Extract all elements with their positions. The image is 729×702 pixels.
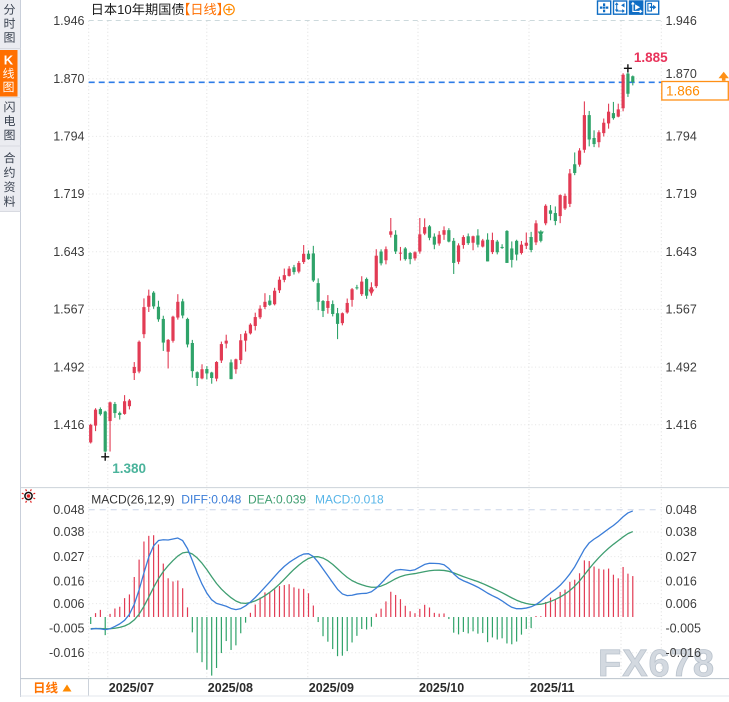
svg-text:1.492: 1.492 [53,360,84,374]
svg-text:K: K [4,53,14,68]
svg-text:1.567: 1.567 [53,303,84,317]
svg-text:-0.016: -0.016 [666,646,701,660]
svg-text:0.006: 0.006 [53,597,84,611]
svg-text:1.794: 1.794 [666,130,697,144]
svg-text:-0.005: -0.005 [666,621,701,635]
svg-text:1.885: 1.885 [634,50,668,65]
svg-text:0.006: 0.006 [666,597,697,611]
svg-text:2025/08: 2025/08 [208,681,253,695]
svg-text:0.016: 0.016 [53,574,84,588]
svg-text:1.870: 1.870 [53,72,84,86]
svg-text:1.946: 1.946 [53,14,84,28]
svg-text:10: 10 [117,2,132,17]
svg-text:1.567: 1.567 [666,303,697,317]
svg-text:1.946: 1.946 [666,14,697,28]
svg-text:0.048: 0.048 [53,503,84,517]
svg-text:-0.005: -0.005 [49,621,84,635]
svg-text:2025/10: 2025/10 [419,681,464,695]
svg-text:1.416: 1.416 [666,418,697,432]
svg-text:0.048: 0.048 [666,503,697,517]
svg-text:1.643: 1.643 [666,245,697,259]
svg-text:1.719: 1.719 [53,187,84,201]
svg-text:1.380: 1.380 [112,461,146,476]
svg-text:2025/09: 2025/09 [309,681,354,695]
svg-text:0.038: 0.038 [666,525,697,539]
svg-text:0.027: 0.027 [666,550,697,564]
svg-text:1.643: 1.643 [53,245,84,259]
svg-text:1.866: 1.866 [666,84,700,99]
svg-text:1.416: 1.416 [53,418,84,432]
svg-text:2025/07: 2025/07 [109,681,154,695]
svg-text:2025/11: 2025/11 [530,681,575,695]
svg-text:0.027: 0.027 [53,550,84,564]
svg-text:1.719: 1.719 [666,187,697,201]
svg-text:0.016: 0.016 [666,574,697,588]
svg-text:MACD:0.018: MACD:0.018 [315,493,384,507]
svg-text:MACD(26,12,9): MACD(26,12,9) [91,493,174,507]
svg-text:DIFF:0.048: DIFF:0.048 [181,493,241,507]
svg-text:0.038: 0.038 [53,525,84,539]
svg-text:FX678: FX678 [598,643,715,685]
svg-text:1.870: 1.870 [666,67,697,81]
svg-text:1.492: 1.492 [666,360,697,374]
svg-text:-0.016: -0.016 [49,646,84,660]
svg-text:DEA:0.039: DEA:0.039 [248,493,306,507]
svg-text:1.794: 1.794 [53,130,84,144]
